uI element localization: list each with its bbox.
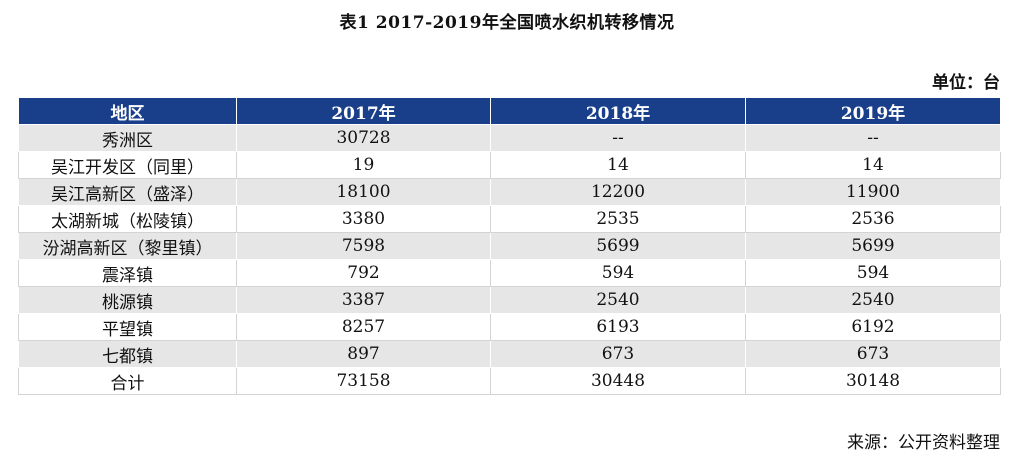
cell-2017: 18100 [236,178,491,206]
cell-region: 平望镇 [18,313,237,341]
cell-2018: -- [490,124,746,152]
cell-2017: 3387 [236,286,491,314]
cell-2017: 792 [236,259,491,287]
cell-2019: 14 [745,151,1001,179]
cell-2019: 594 [745,259,1001,287]
cell-2018: 2540 [490,286,746,314]
cell-2017: 8257 [236,313,491,341]
cell-2019: 11900 [745,178,1001,206]
table-row: 汾湖高新区（黎里镇） 7598 5699 5699 [18,232,1001,260]
cell-region: 合计 [18,367,237,395]
cell-2017: 897 [236,340,491,368]
cell-region: 吴江开发区（同里） [18,151,237,179]
cell-2019: 30148 [745,367,1001,395]
table-header-row: 地区 2017年 2018年 2019年 [18,98,1001,125]
cell-region: 太湖新城（松陵镇） [18,205,237,233]
source-note: 来源：公开资料整理 [847,433,1000,453]
cell-2018: 12200 [490,178,746,206]
cell-2018: 594 [490,259,746,287]
cell-2019: 2536 [745,205,1001,233]
cell-2017: 30728 [236,124,491,152]
cell-region: 七都镇 [18,340,237,368]
cell-region: 震泽镇 [18,259,237,287]
cell-region: 秀洲区 [18,124,237,152]
table-row: 震泽镇 792 594 594 [18,259,1001,287]
cell-2018: 2535 [490,205,746,233]
cell-region: 汾湖高新区（黎里镇） [18,232,237,260]
header-2017: 2017年 [236,98,491,125]
table-title: 表1 2017-2019年全国喷水织机转移情况 [339,13,675,33]
table-row: 七都镇 897 673 673 [18,340,1001,368]
cell-2017: 7598 [236,232,491,260]
cell-2019: 673 [745,340,1001,368]
unit-label: 单位：台 [932,73,1000,93]
cell-2018: 6193 [490,313,746,341]
table-row: 桃源镇 3387 2540 2540 [18,286,1001,314]
cell-2017: 73158 [236,367,491,395]
header-2019: 2019年 [745,98,1001,125]
cell-2018: 673 [490,340,746,368]
table-row: 平望镇 8257 6193 6192 [18,313,1001,341]
header-region: 地区 [18,98,237,125]
table-row: 秀洲区 30728 -- -- [18,124,1001,152]
cell-2019: 2540 [745,286,1001,314]
table-row: 吴江高新区（盛泽） 18100 12200 11900 [18,178,1001,206]
cell-2018: 5699 [490,232,746,260]
table-row: 吴江开发区（同里） 19 14 14 [18,151,1001,179]
cell-2019: 6192 [745,313,1001,341]
table-row: 太湖新城（松陵镇） 3380 2535 2536 [18,205,1001,233]
cell-2017: 3380 [236,205,491,233]
cell-region: 桃源镇 [18,286,237,314]
transfer-table: 地区 2017年 2018年 2019年 秀洲区 30728 -- -- 吴江开… [18,98,1001,395]
cell-2017: 19 [236,151,491,179]
cell-region: 吴江高新区（盛泽） [18,178,237,206]
cell-2018: 30448 [490,367,746,395]
cell-2018: 14 [490,151,746,179]
cell-2019: 5699 [745,232,1001,260]
header-2018: 2018年 [490,98,746,125]
table-total-row: 合计 73158 30448 30148 [18,367,1001,395]
cell-2019: -- [745,124,1001,152]
